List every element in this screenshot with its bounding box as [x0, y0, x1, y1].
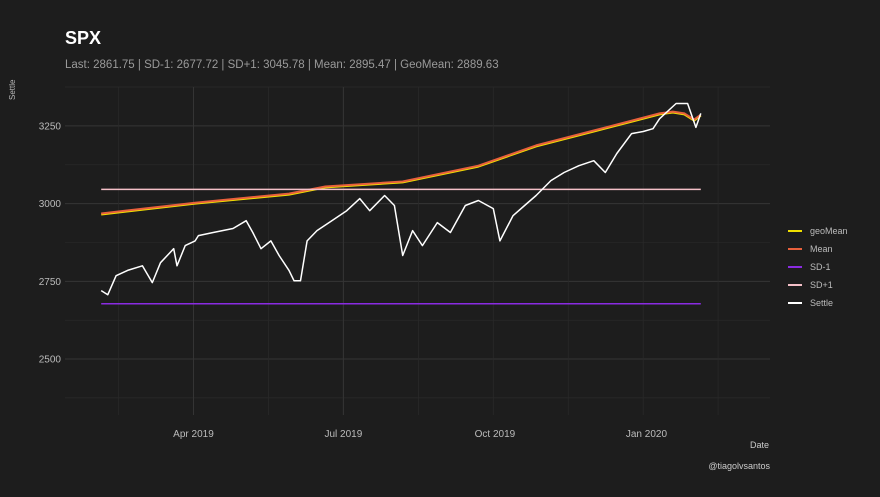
y-axis-title: Settle — [8, 79, 17, 100]
y-tick-label: 3250 — [39, 121, 62, 132]
x-tick-label: Jul 2019 — [324, 429, 362, 440]
chart-subtitle: Last: 2861.75 | SD-1: 2677.72 | SD+1: 30… — [65, 59, 499, 71]
legend-label: SD-1 — [810, 262, 831, 272]
series-line-mean — [101, 110, 702, 215]
y-tick-label: 3000 — [39, 199, 62, 210]
legend-item-mean: Mean — [788, 240, 848, 258]
legend-label: Settle — [810, 298, 834, 308]
x-tick-label: Apr 2019 — [173, 429, 214, 440]
legend-label: geoMean — [810, 226, 848, 236]
x-axis-title: Date — [750, 440, 770, 450]
series-line-settle — [100, 102, 702, 296]
legend-swatch — [788, 248, 802, 250]
x-tick-label: Oct 2019 — [475, 429, 516, 440]
y-tick-label: 2500 — [39, 355, 62, 366]
caption: @tiagolvsantos — [708, 461, 770, 471]
legend-label: Mean — [810, 244, 833, 254]
chart-title: SPX — [65, 28, 102, 48]
legend-item-sd-minus-1: SD-1 — [788, 258, 848, 276]
legend-label: SD+1 — [810, 280, 833, 290]
legend-swatch — [788, 284, 802, 286]
y-tick-label: 2750 — [39, 277, 62, 288]
legend-item-geomean: geoMean — [788, 222, 848, 240]
legend-swatch — [788, 302, 802, 304]
legend-swatch — [788, 230, 802, 232]
legend-item-sd-plus-1: SD+1 — [788, 276, 848, 294]
legend: geoMean Mean SD-1 SD+1 Settle — [788, 222, 848, 312]
legend-item-settle: Settle — [788, 294, 848, 312]
legend-swatch — [788, 266, 802, 268]
x-tick-label: Jan 2020 — [626, 429, 668, 440]
